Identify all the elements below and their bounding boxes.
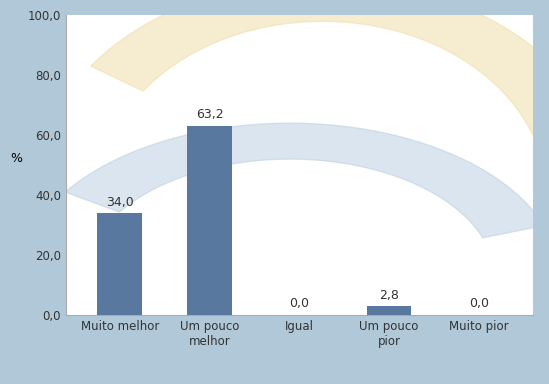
Text: 34,0: 34,0 — [106, 195, 133, 209]
Bar — [367, 306, 411, 315]
Bar — [97, 213, 142, 315]
Polygon shape — [91, 0, 549, 169]
Text: 0,0: 0,0 — [289, 297, 309, 310]
Text: 63,2: 63,2 — [195, 108, 223, 121]
Bar — [187, 126, 232, 315]
Text: 2,8: 2,8 — [379, 289, 399, 302]
Text: 0,0: 0,0 — [469, 297, 489, 310]
Y-axis label: %: % — [10, 152, 23, 165]
Polygon shape — [65, 123, 544, 238]
